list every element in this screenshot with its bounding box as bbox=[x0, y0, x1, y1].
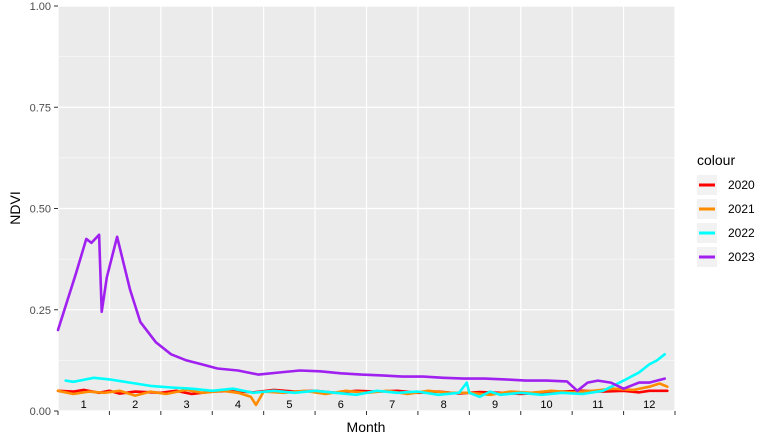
y-tick-label: 0.50 bbox=[30, 204, 51, 216]
y-tick-label: 1.00 bbox=[30, 1, 51, 13]
series-lines bbox=[56, 233, 669, 407]
x-tick-label: 11 bbox=[592, 399, 603, 411]
x-tick-label: 2 bbox=[132, 399, 138, 411]
axes: 0.000.250.500.751.001 2 3 4 5 6 7 8 9 10 11 12 bbox=[30, 1, 676, 418]
x-tick-label: 1 bbox=[81, 399, 87, 411]
series-line-2023 bbox=[56, 233, 667, 393]
legend-title: colour bbox=[697, 152, 735, 168]
legend-label-2022: 2022 bbox=[728, 226, 755, 240]
x-axis-title: Month bbox=[347, 419, 386, 435]
legend-label-2023: 2023 bbox=[728, 250, 755, 264]
series-line-2022 bbox=[64, 352, 667, 399]
x-tick-label: 4 bbox=[235, 399, 241, 411]
y-tick-label: 0.25 bbox=[30, 305, 51, 317]
y-axis-title: NDVI bbox=[7, 191, 23, 224]
legend: colour 2020 2021 2022 2023 bbox=[697, 152, 755, 267]
x-tick-label: 12 bbox=[643, 399, 655, 411]
x-tick-label: 6 bbox=[338, 399, 344, 411]
x-tick-label: 3 bbox=[183, 399, 189, 411]
x-tick-label: 5 bbox=[286, 399, 292, 411]
x-tick-label: 10 bbox=[540, 399, 552, 411]
x-tick-label: 8 bbox=[441, 399, 447, 411]
x-tick-label: 7 bbox=[389, 399, 395, 411]
legend-label-2021: 2021 bbox=[728, 202, 755, 216]
y-tick-label: 0.75 bbox=[30, 102, 51, 114]
x-tick-label: 9 bbox=[492, 399, 498, 411]
y-tick-label: 0.00 bbox=[30, 406, 51, 418]
legend-label-2020: 2020 bbox=[728, 178, 755, 192]
